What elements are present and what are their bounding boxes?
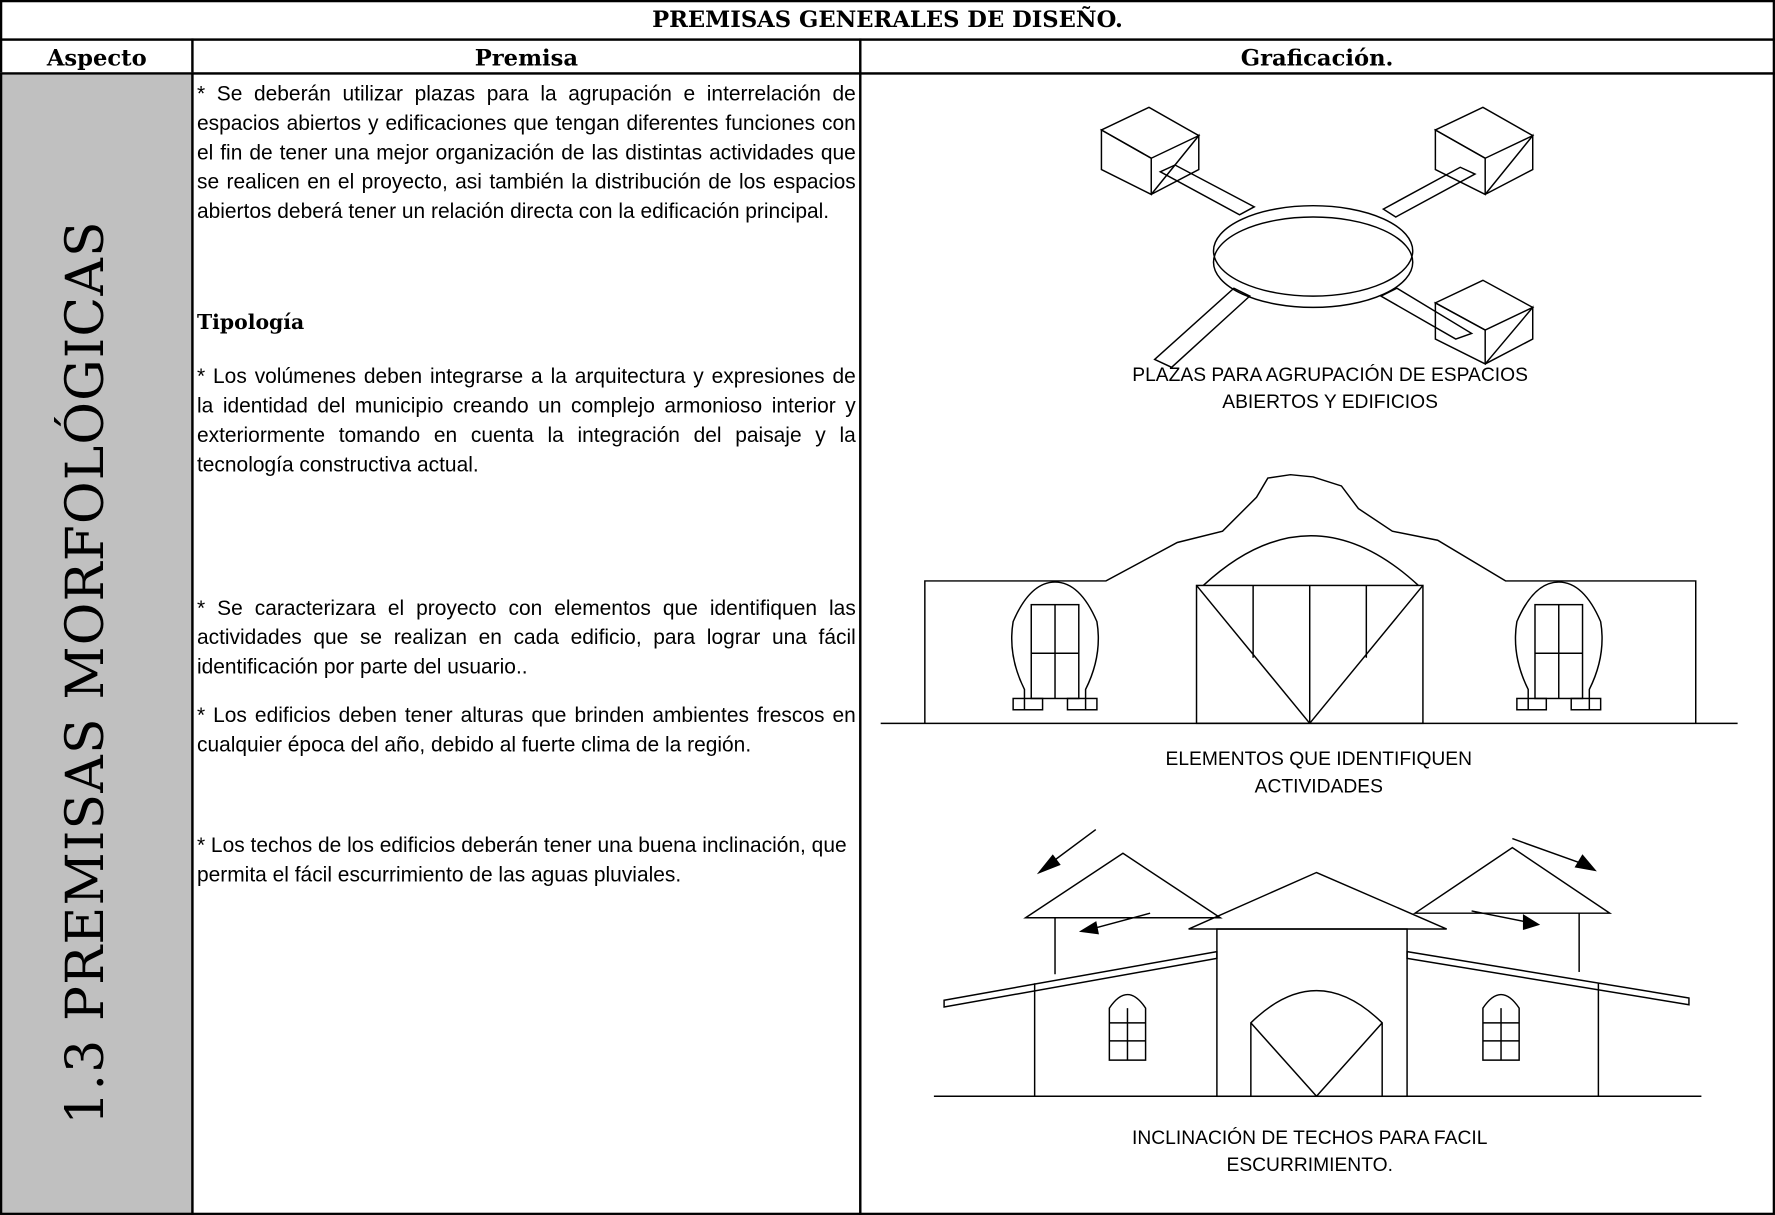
caption-line: INCLINACIÓN DE TECHOS PARA FACIL xyxy=(1132,1126,1488,1149)
caption-line: ESCURRIMIENTO. xyxy=(1226,1153,1393,1176)
aspect-cell xyxy=(0,72,194,1215)
paragraph: * Los volúmenes deben integrarse a la ar… xyxy=(196,363,856,476)
caption: ELEMENTOS QUE IDENTIFIQUEN ACTIVIDADES xyxy=(1036,746,1602,800)
paragraph: * Se caracterizara el proyecto con eleme… xyxy=(196,595,856,679)
paragraph: * Los edificios deben tener alturas que … xyxy=(196,702,856,757)
plaza-drawing xyxy=(1099,106,1535,369)
caption: PLAZAS PARA AGRUPACIÓN DE ESPACIOS ABIERT… xyxy=(1047,362,1613,416)
roof-drawing xyxy=(933,828,1702,1098)
subheading: Tipología xyxy=(196,310,305,335)
paragraph: * Se deberán utilizar plazas para la agr… xyxy=(196,81,856,223)
caption-line: ELEMENTOS QUE IDENTIFIQUEN xyxy=(1165,748,1473,770)
graphic-cell xyxy=(859,72,1775,1215)
arch-drawing xyxy=(880,473,1738,725)
caption-line: ACTIVIDADES xyxy=(1254,775,1383,797)
caption-line: PLAZAS PARA AGRUPACIÓN DE ESPACIOS xyxy=(1132,363,1528,386)
paragraph: * Los techos de los edificios deberán te… xyxy=(196,832,847,887)
caption-line: ABIERTOS Y EDIFICIOS xyxy=(1222,391,1438,413)
caption: INCLINACIÓN DE TECHOS PARA FACIL ESCURRIM… xyxy=(1027,1125,1593,1179)
